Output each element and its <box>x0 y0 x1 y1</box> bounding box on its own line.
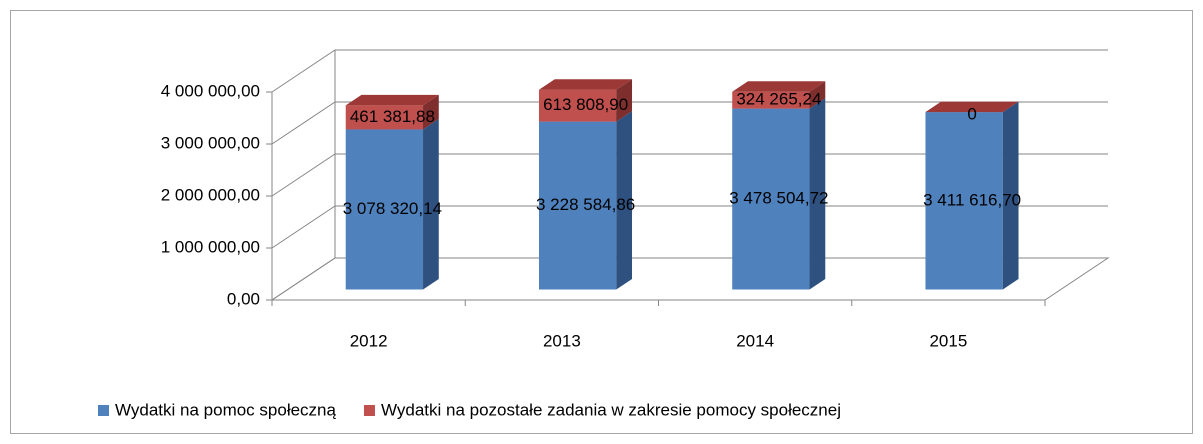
grid-line <box>271 257 1108 301</box>
bar-top <box>538 79 633 90</box>
bar-front <box>732 91 810 109</box>
bar-top <box>345 94 439 106</box>
bar-side <box>616 79 633 122</box>
bar-front <box>925 112 1003 290</box>
data-label: 3 478 504,72 <box>729 189 828 208</box>
grid-line <box>271 49 1108 93</box>
plot <box>345 79 1019 290</box>
grid-line <box>271 101 1108 145</box>
bar-front <box>538 89 617 122</box>
data-label: 3 228 584,86 <box>536 195 635 214</box>
legend-swatch <box>98 405 109 416</box>
bar-side <box>809 98 826 290</box>
bar-front <box>538 121 617 290</box>
y-tick-label: 4 000 000,00 <box>161 81 260 100</box>
y-tick-label: 3 000 000,00 <box>161 133 260 152</box>
legend-swatch <box>363 405 375 416</box>
y-tick-label: 1 000 000,00 <box>161 237 260 256</box>
bar-side <box>616 111 633 290</box>
grid-line <box>271 205 1108 249</box>
bar-side <box>423 94 439 130</box>
x-tick-label: 2014 <box>736 331 774 350</box>
bar-side <box>809 81 826 109</box>
y-tick-label: 0,00 <box>227 289 260 308</box>
walls: 0,00 1 000 000,00 2 000 000,00 3 000 000,00… <box>161 49 1110 308</box>
data-label: 0 <box>967 105 976 124</box>
legend-label: Wydatki na pozostałe zadania w zakresie … <box>381 400 841 419</box>
data-label: 324 265,24 <box>736 90 821 109</box>
x-tick-label: 2013 <box>543 331 581 350</box>
data-label: 613 808,90 <box>543 95 628 114</box>
bar-top <box>732 81 826 92</box>
data-label: 3 411 616,70 <box>923 190 1021 209</box>
bar-front <box>345 129 424 290</box>
bar-side <box>1002 101 1019 290</box>
legend-label: Wydatki na pomoc społeczną <box>115 400 337 419</box>
bar-side <box>423 118 439 290</box>
x-tick-label: 2015 <box>929 331 967 350</box>
x-tick-label: 2012 <box>350 331 388 350</box>
grid-line <box>271 153 1108 197</box>
data-label: 3 078 320,14 <box>343 199 442 218</box>
bar-front <box>732 108 810 290</box>
bar-top <box>925 101 1019 113</box>
data-label: 461 381,88 <box>350 107 435 126</box>
y-tick-label: 2 000 000,00 <box>161 185 260 204</box>
bar-front <box>345 105 424 130</box>
